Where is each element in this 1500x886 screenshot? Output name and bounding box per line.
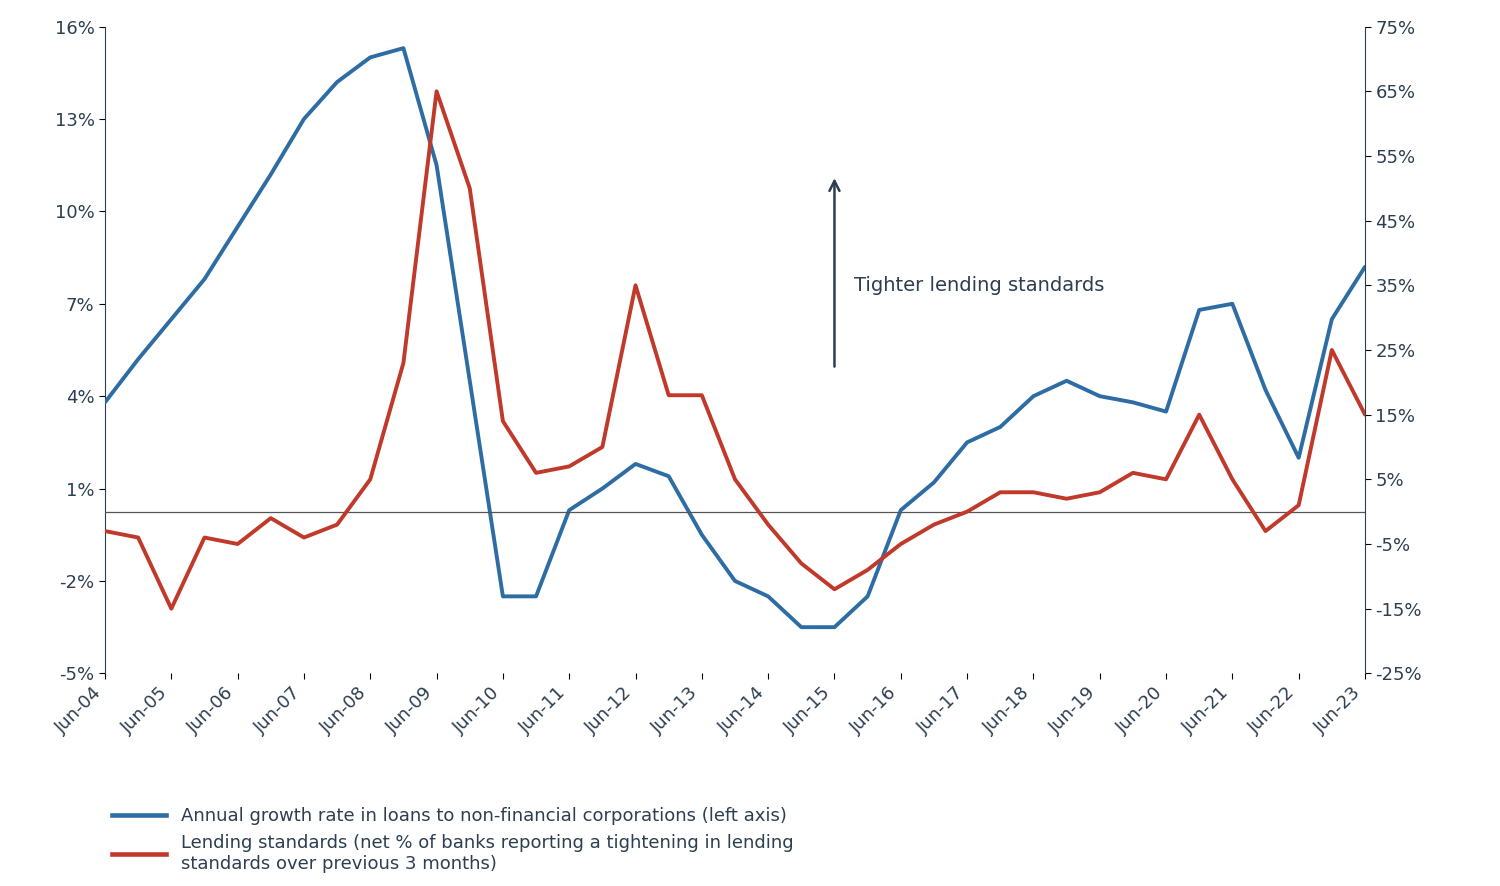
Text: Tighter lending standards: Tighter lending standards	[855, 276, 1104, 295]
Legend: Annual growth rate in loans to non-financial corporations (left axis), Lending s: Annual growth rate in loans to non-finan…	[105, 800, 801, 881]
